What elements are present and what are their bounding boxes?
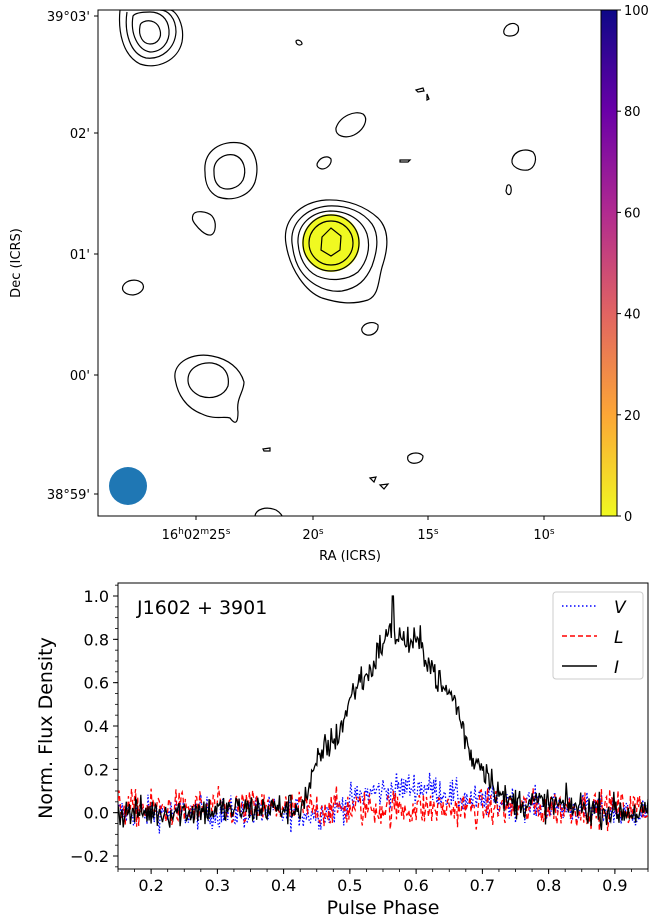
- colorbar-ticks: 0 20 40 60 80 100: [617, 4, 649, 525]
- contour: [138, 20, 162, 45]
- source-peak: [302, 214, 360, 272]
- contour: [297, 210, 370, 281]
- colorbar-tick-label: 60: [624, 206, 641, 221]
- contour: [302, 214, 360, 272]
- x-tick-label: 0.6: [403, 876, 428, 895]
- map-x-axis-label: RA (ICRS): [319, 549, 381, 564]
- map-y-axis: [94, 15, 98, 495]
- contour: [125, 10, 177, 59]
- x-tick-label: 0.9: [602, 876, 627, 895]
- legend-label-i: I: [614, 658, 619, 678]
- colorbar-tick-label: 100: [624, 4, 649, 19]
- colorbar-tick-label: 40: [624, 308, 641, 323]
- contour: [368, 476, 377, 484]
- contour: [174, 354, 245, 423]
- map-x-tick-label: 10s: [533, 527, 555, 543]
- x-tick-label: 0.7: [470, 876, 495, 895]
- contour: [191, 211, 216, 236]
- series-layer: [118, 595, 648, 834]
- beam-ellipse: [109, 467, 147, 505]
- contour: [414, 87, 425, 93]
- contour: [407, 452, 424, 464]
- y-tick-label: 1.0: [84, 587, 109, 606]
- y-tick-label: 0.0: [84, 804, 109, 823]
- contour: [426, 93, 430, 101]
- pulsar-name-annotation: J1602 + 3901: [136, 597, 267, 619]
- y-tick-label: 0.6: [84, 674, 109, 693]
- contour: [295, 39, 303, 46]
- y-tick-label: 0.2: [84, 760, 109, 779]
- x-tick-label: 0.2: [138, 876, 163, 895]
- legend-label-l: L: [614, 628, 623, 648]
- map-y-tick-label: 38°59': [47, 488, 90, 503]
- contour: [131, 11, 170, 53]
- contour: [284, 199, 388, 304]
- contour: [187, 362, 229, 399]
- y-tick-label: −0.2: [70, 847, 109, 866]
- legend-label-v: V: [614, 598, 627, 618]
- contour: [291, 205, 378, 292]
- contour: [316, 156, 332, 170]
- colorbar-tick-label: 80: [624, 105, 641, 120]
- x-tick-label: 0.4: [271, 876, 296, 895]
- y-tick-label: 0.4: [84, 717, 109, 736]
- contour: [505, 184, 512, 196]
- legend: V L I: [552, 591, 644, 680]
- map-x-axis: [195, 516, 545, 520]
- colorbar-tick-label: 0: [624, 510, 632, 525]
- map-x-tick-label: 20s: [302, 527, 324, 543]
- colorbar-tick-label: 20: [624, 409, 641, 424]
- contour: [121, 279, 144, 296]
- contour-map: 39°03' 02' 01' 00' 38°59' Dec (ICRS) 16h…: [9, 4, 649, 564]
- map-y-axis-label: Dec (ICRS): [9, 228, 24, 298]
- map-y-tick-label: 39°03': [47, 10, 90, 25]
- x-tick-label: 0.5: [337, 876, 362, 895]
- legend-box: [552, 591, 644, 680]
- contour: [399, 159, 412, 163]
- pulse-profile-chart: 0.2 0.3 0.4 0.5 0.6 0.7 0.8 0.9 −0.2 0.0 0.2 0.4 0.6…: [35, 582, 649, 919]
- x-tick-label: 0.8: [536, 876, 561, 895]
- colorbar: [600, 9, 618, 517]
- map-x-tick-label: 15s: [417, 527, 439, 543]
- map-y-tick-label: 00': [70, 369, 90, 384]
- map-y-tick-label: 02': [70, 127, 90, 142]
- profile-axes: 0.2 0.3 0.4 0.5 0.6 0.7 0.8 0.9 −0.2 0.0 0.2 0.4 0.6…: [70, 584, 649, 895]
- contour: [213, 154, 246, 190]
- y-tick-label: 0.8: [84, 630, 109, 649]
- contour: [503, 22, 520, 37]
- contour: [378, 483, 390, 490]
- map-x-tick-label: 16h02m25s: [162, 527, 231, 543]
- x-tick-label: 0.3: [205, 876, 230, 895]
- series-i-line: [118, 595, 648, 831]
- contour: [118, 10, 184, 67]
- contour: [361, 322, 379, 336]
- contour: [320, 227, 342, 257]
- contour: [335, 112, 367, 138]
- contour: [254, 507, 283, 516]
- contour: [511, 149, 537, 171]
- profile-y-axis-label: Norm. Flux Density: [35, 637, 57, 819]
- contour: [262, 447, 271, 452]
- profile-x-axis-label: Pulse Phase: [327, 897, 440, 919]
- contour: [204, 141, 258, 200]
- map-y-tick-label: 01': [70, 248, 90, 263]
- contour: [308, 220, 354, 266]
